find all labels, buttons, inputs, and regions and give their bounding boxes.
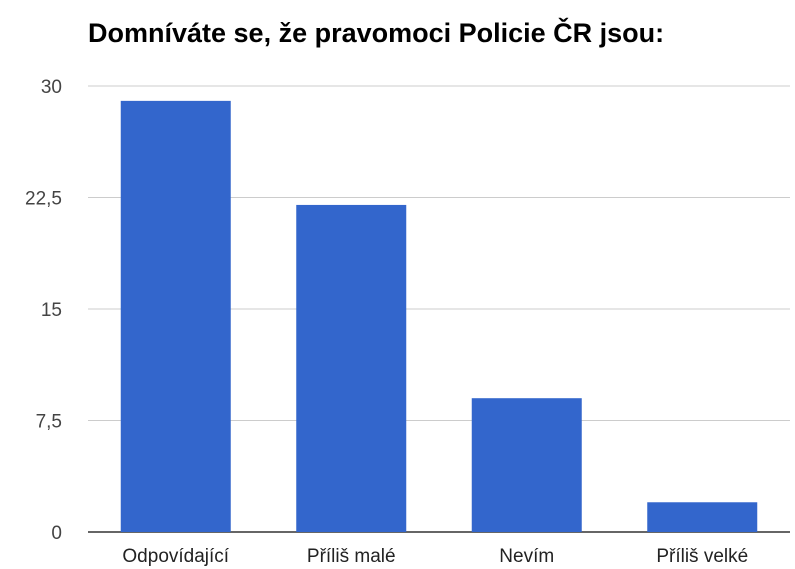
bar-3	[647, 502, 758, 532]
x-axis-ticks: Odpovídající Příliš malé Nevím Příliš velké	[122, 546, 748, 567]
chart-title: Domníváte se, že pravomoci Policie ČR js…	[88, 18, 665, 48]
y-tick-label: 15	[41, 300, 62, 321]
x-tick-label: Příliš malé	[307, 546, 396, 567]
bars	[120, 100, 758, 532]
y-axis-ticks: 0 7,5 15 22,5 30	[25, 77, 62, 544]
x-tick-label: Nevím	[499, 546, 554, 567]
y-tick-label: 0	[51, 523, 62, 544]
y-tick-label: 7,5	[36, 412, 62, 433]
bar-0	[120, 100, 231, 532]
y-tick-label: 22,5	[25, 189, 62, 210]
bar-2	[471, 398, 582, 532]
y-tick-label: 30	[41, 77, 62, 98]
bar-1	[296, 204, 407, 532]
x-tick-label: Odpovídající	[122, 546, 229, 567]
x-tick-label: Příliš velké	[656, 546, 748, 567]
